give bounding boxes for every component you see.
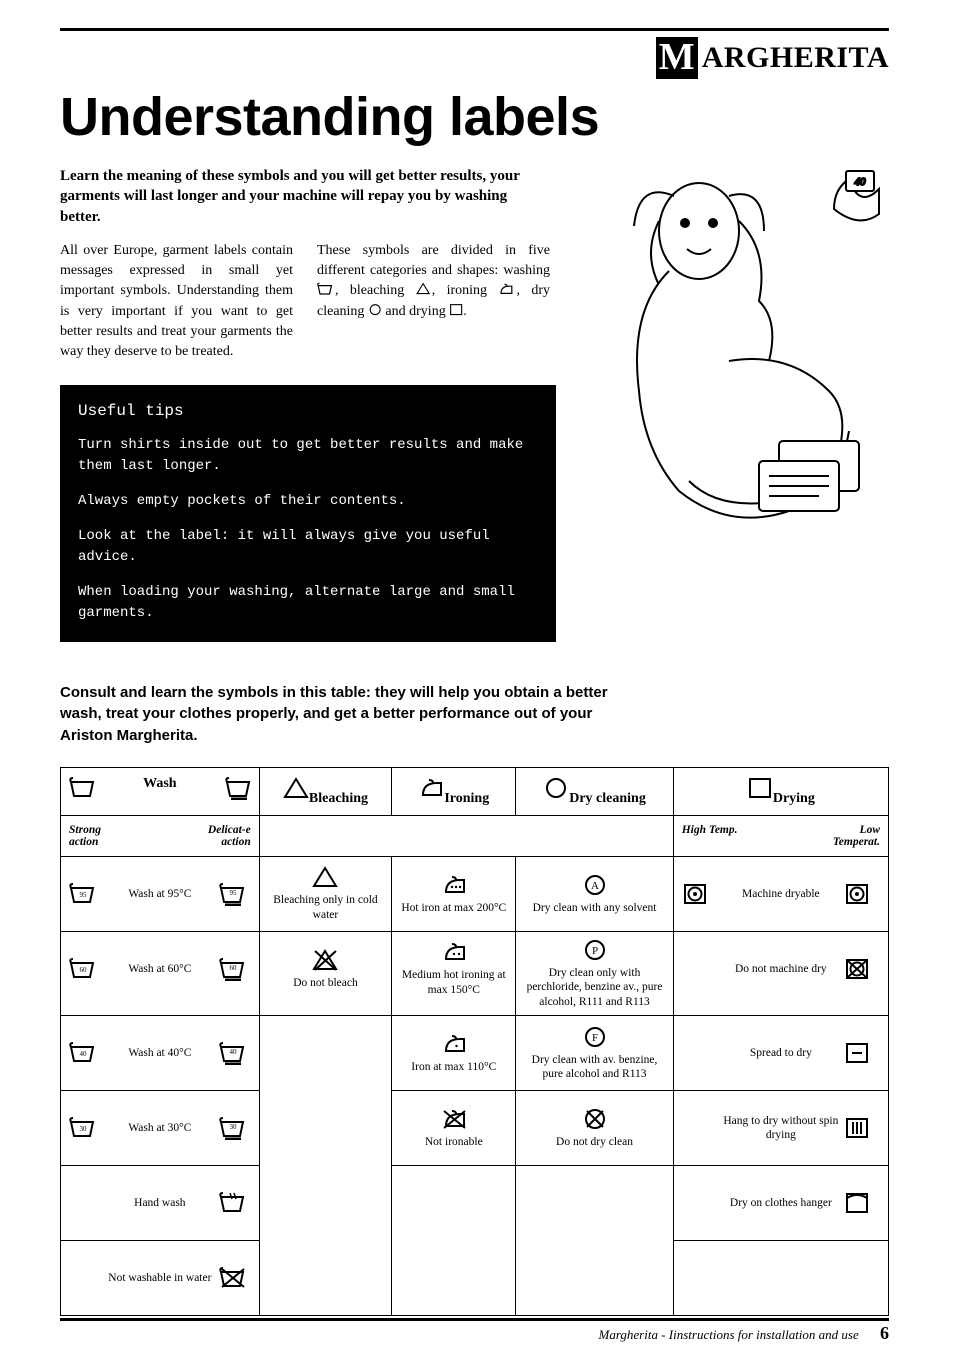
wash-icon — [219, 1191, 245, 1215]
intro-col-1: All over Europe, garment labels contain … — [60, 241, 293, 363]
bleach-cell: Bleaching only in cold water — [259, 856, 391, 931]
drying-cell: Hang to dry without spin drying — [673, 1090, 888, 1165]
svg-text:40: 40 — [80, 1050, 88, 1058]
wash-strong-icon: 40 — [69, 1041, 95, 1065]
dry-low-icon — [844, 1041, 870, 1065]
wash-delicate-icon: 30 — [219, 1116, 245, 1140]
drying-cell: Do not machine dry — [673, 931, 888, 1015]
brand-initial: M — [656, 37, 698, 79]
wash-icon — [219, 1266, 245, 1290]
drying-cell: Machine dryable — [673, 856, 888, 931]
bleach-cell-icon — [312, 948, 338, 972]
th-wash: Wash — [61, 767, 260, 815]
wash-icon — [69, 776, 95, 800]
drying-icon — [449, 303, 463, 317]
wash-strong-icon: 95 — [69, 882, 95, 906]
iron-cell: Not ironable — [392, 1090, 516, 1165]
wash-subhead: Strong action Delicat-e action — [61, 815, 260, 856]
bleach-cell — [259, 1015, 391, 1315]
tip-line: Turn shirts inside out to get better res… — [78, 435, 538, 477]
wash-cell: Hand wash — [61, 1165, 260, 1240]
bleach-icon — [416, 282, 432, 296]
dryclean-cell: Dry clean with av. benzine, pure alcohol… — [516, 1015, 673, 1090]
svg-text:30: 30 — [80, 1125, 88, 1133]
th-bleach: Bleaching — [259, 767, 391, 815]
iron-cell-icon — [441, 1032, 467, 1056]
iron-icon — [498, 282, 516, 296]
iron-cell: Medium hot ironing at max 150°C — [392, 931, 516, 1015]
dry-high-icon — [682, 882, 708, 906]
wash-strong-icon: 60 — [69, 957, 95, 981]
svg-text:60: 60 — [80, 966, 88, 974]
iron-cell: Iron at max 110°C — [392, 1015, 516, 1090]
wash-icon — [317, 282, 335, 296]
wash-delicate-icon: 60 — [219, 957, 245, 981]
svg-text:95: 95 — [229, 889, 237, 897]
bleach-cell: Do not bleach — [259, 931, 391, 1015]
dryclean-cell: Dry clean only with perchloride, benzine… — [516, 931, 673, 1015]
wash-cell: Not washable in water — [61, 1240, 260, 1315]
dryclean-cell-icon — [582, 1107, 608, 1131]
svg-text:95: 95 — [80, 891, 88, 899]
intro-col-2: These symbols are divided in five differ… — [317, 241, 550, 363]
iron-cell: Hot iron at max 200°C — [392, 856, 516, 931]
symbols-table: Wash Bleaching Ironing Dry cleaning Dryi… — [60, 767, 889, 1316]
tips-header: Useful tips — [78, 399, 538, 423]
tips-box: Useful tips Turn shirts inside out to ge… — [60, 385, 556, 642]
svg-text:60: 60 — [229, 964, 237, 972]
wash-cell: 95 Wash at 95°C 95 — [61, 856, 260, 931]
bleach-icon — [283, 776, 309, 800]
dry-low-icon — [844, 882, 870, 906]
page-footer: Margherita - Iinstructions for installat… — [599, 1323, 890, 1344]
illustration: 40 — [579, 161, 889, 571]
iron-icon — [418, 776, 444, 800]
th-dryclean: Dry cleaning — [516, 767, 673, 815]
dryclean-cell: Dry clean with any solvent — [516, 856, 673, 931]
brand-rest: ARGHERITA — [702, 41, 889, 75]
dryclean-cell-icon — [582, 1025, 608, 1049]
intro-columns: All over Europe, garment labels contain … — [60, 241, 550, 363]
wash-strong-icon: 30 — [69, 1116, 95, 1140]
iron-cell — [392, 1165, 516, 1315]
dry-low-icon — [844, 1116, 870, 1140]
th-iron: Ironing — [392, 767, 516, 815]
th-drying: Drying — [673, 767, 888, 815]
svg-text:30: 30 — [229, 1123, 237, 1131]
drying-icon — [747, 776, 773, 800]
dryclean-cell: Do not dry clean — [516, 1090, 673, 1165]
iron-cell-icon — [441, 873, 467, 897]
dry-low-icon — [844, 957, 870, 981]
consult-paragraph: Consult and learn the symbols in this ta… — [60, 682, 620, 747]
tip-line: Always empty pockets of their contents. — [78, 491, 538, 512]
tip-line: Look at the label: it will always give y… — [78, 526, 538, 568]
iron-cell-icon — [441, 1107, 467, 1131]
iron-cell-icon — [441, 940, 467, 964]
svg-text:40: 40 — [229, 1048, 237, 1056]
wash-cell: 60 Wash at 60°C 60 — [61, 931, 260, 1015]
wash-delicate-icon: 95 — [219, 882, 245, 906]
dryclean-cell-icon — [582, 938, 608, 962]
brand-logo: M ARGHERITA — [656, 37, 889, 79]
dryclean-cell — [516, 1165, 673, 1315]
drying-cell — [673, 1240, 888, 1315]
wash-cell: 40 Wash at 40°C 40 — [61, 1015, 260, 1090]
dryclean-icon — [368, 303, 382, 317]
dry-low-icon — [844, 1191, 870, 1215]
lead-paragraph: Learn the meaning of these symbols and y… — [60, 166, 550, 227]
svg-text:40: 40 — [855, 176, 867, 188]
page-number: 6 — [880, 1323, 889, 1343]
tip-line: When loading your washing, alternate lar… — [78, 582, 538, 624]
drying-cell: Dry on clothes hanger — [673, 1165, 888, 1240]
dryclean-cell-icon — [582, 873, 608, 897]
dryclean-icon — [543, 776, 569, 800]
wash-cell: 30 Wash at 30°C 30 — [61, 1090, 260, 1165]
wash-bar-icon — [225, 776, 251, 800]
drying-subhead: High Temp. Low Temperat. — [673, 815, 888, 856]
page-title: Understanding labels — [60, 86, 889, 148]
wash-delicate-icon: 40 — [219, 1041, 245, 1065]
drying-cell: Spread to dry — [673, 1015, 888, 1090]
bleach-cell-icon — [312, 865, 338, 889]
